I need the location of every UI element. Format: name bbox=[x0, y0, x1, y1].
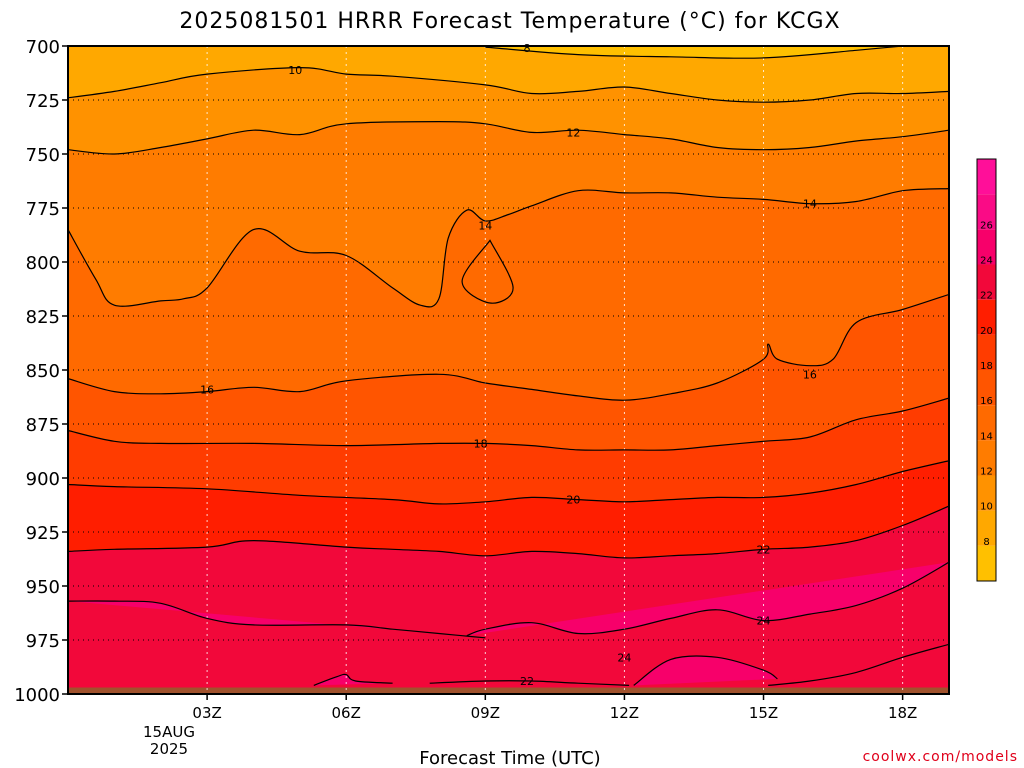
isotherm-8-0 bbox=[485, 46, 903, 59]
colorbar-frame bbox=[976, 158, 997, 582]
isotherm-20-7 bbox=[68, 460, 949, 505]
colorbar-label-20: 20 bbox=[980, 326, 993, 337]
isotherm-22-8 bbox=[68, 505, 949, 559]
band-fill-14-4 bbox=[462, 240, 514, 304]
colorbar-swatch-6 bbox=[977, 545, 996, 581]
y-tick-label-975: 975 bbox=[26, 631, 60, 652]
isotherm-10-1 bbox=[68, 66, 949, 103]
chart-title: 2025081501 HRRR Forecast Temperature (°C… bbox=[179, 9, 840, 34]
isotherm-label-4: 14 bbox=[803, 198, 817, 211]
colorbar-swatch-26 bbox=[977, 194, 996, 230]
x-tick-label-09Z: 09Z bbox=[471, 704, 500, 722]
y-tick-label-950: 950 bbox=[26, 577, 60, 598]
colorbar-swatch-22 bbox=[977, 264, 996, 300]
isotherm-24-14 bbox=[313, 673, 393, 686]
date-label-line-2: 2025 bbox=[150, 740, 188, 758]
colorbar-label-8: 8 bbox=[983, 537, 989, 548]
isotherm-label-2: 12 bbox=[566, 126, 580, 139]
band-fill-24-9 bbox=[68, 600, 486, 638]
isotherm-label-8: 20 bbox=[566, 494, 580, 507]
colorbar-swatch-14 bbox=[977, 405, 996, 441]
isotherm-18-6 bbox=[68, 397, 949, 451]
isotherm-24-10 bbox=[466, 561, 949, 637]
y-tick-label-800: 800 bbox=[26, 253, 60, 274]
colorbar-label-22: 22 bbox=[980, 291, 993, 302]
isotherm-14-3 bbox=[68, 188, 949, 308]
x-axis: 03Z 06Z 09Z 12Z 15Z 18Z bbox=[192, 694, 917, 722]
y-tick-label-750: 750 bbox=[26, 145, 60, 166]
band-fill-24-10 bbox=[466, 562, 949, 636]
date-label-line-1: 15AUG bbox=[143, 723, 195, 741]
isotherm-label-0: 8 bbox=[524, 42, 531, 55]
isotherm-label-6: 16 bbox=[803, 368, 817, 381]
x-axis-label: Forecast Time (UTC) bbox=[419, 748, 600, 768]
isotherm-22-12 bbox=[768, 643, 949, 686]
colorbar-label-12: 12 bbox=[980, 467, 993, 478]
colorbar-label-14: 14 bbox=[980, 431, 993, 442]
x-tick-label-12Z: 12Z bbox=[610, 704, 639, 722]
colorbar-label-24: 24 bbox=[980, 256, 993, 267]
band-fill-22-13 bbox=[429, 680, 630, 686]
colorbar-swatch-20 bbox=[977, 299, 996, 335]
grid-layer bbox=[68, 46, 949, 694]
y-tick-label-925: 925 bbox=[26, 523, 60, 544]
y-tick-label-725: 725 bbox=[26, 91, 60, 112]
colorbar-label-26: 26 bbox=[980, 220, 993, 231]
credit-text: coolwx.com/models bbox=[863, 749, 1018, 765]
isotherm-label-5: 16 bbox=[200, 383, 214, 396]
y-axis: 700 725 750 775 800 825 850 875 900 925 950 975 1000 bbox=[14, 37, 68, 706]
isotherm-24-9 bbox=[68, 600, 486, 639]
colorbar: 8 10 12 14 16 18 20 22 24 26 bbox=[976, 158, 997, 582]
y-tick-label-900: 900 bbox=[26, 469, 60, 490]
colorbar-swatch-18 bbox=[977, 334, 996, 370]
colorbar-swatch-28 bbox=[977, 159, 996, 195]
isotherm-label-3: 14 bbox=[478, 219, 492, 232]
y-tick-label-825: 825 bbox=[26, 307, 60, 328]
ground-layer bbox=[68, 687, 949, 694]
isotherm-label-12: 22 bbox=[520, 675, 534, 688]
isotherm-12-2 bbox=[68, 120, 949, 155]
y-tick-label-700: 700 bbox=[26, 37, 60, 58]
isotherm-label-7: 18 bbox=[474, 437, 488, 450]
isotherm-label-11: 24 bbox=[617, 651, 631, 664]
isotherm-label-1: 10 bbox=[288, 64, 302, 77]
colorbar-swatch-8 bbox=[977, 510, 996, 546]
y-tick-label-875: 875 bbox=[26, 415, 60, 436]
ground-surface bbox=[68, 687, 949, 694]
colorbar-label-10: 10 bbox=[980, 502, 993, 513]
isotherm-label-9: 22 bbox=[757, 543, 771, 556]
band-fill-22-12 bbox=[768, 644, 949, 686]
colorbar-label-16: 16 bbox=[980, 396, 993, 407]
colorbar-swatch-24 bbox=[977, 229, 996, 265]
x-tick-label-18Z: 18Z bbox=[888, 704, 917, 722]
x-tick-label-03Z: 03Z bbox=[192, 704, 221, 722]
x-tick-label-15Z: 15Z bbox=[749, 704, 778, 722]
y-tick-label-775: 775 bbox=[26, 199, 60, 220]
isotherm-22-13 bbox=[429, 680, 630, 686]
temperature-fill-layer bbox=[68, 46, 949, 694]
isotherm-24-11 bbox=[633, 655, 778, 686]
isotherm-16-5 bbox=[68, 293, 949, 401]
colorbar-swatch-12 bbox=[977, 440, 996, 476]
colorbar-label-18: 18 bbox=[980, 361, 993, 372]
isotherm-labels: 8 10 12 14 14 16 16 18 20 22 24 24 22 bbox=[200, 42, 817, 688]
y-tick-label-850: 850 bbox=[26, 361, 60, 382]
isotherm-lines bbox=[68, 46, 949, 686]
y-tick-label-1000: 1000 bbox=[14, 685, 60, 706]
colorbar-swatch-16 bbox=[977, 370, 996, 406]
x-tick-label-06Z: 06Z bbox=[332, 704, 361, 722]
isotherm-14-4 bbox=[461, 239, 514, 304]
isotherm-label-10: 24 bbox=[757, 615, 771, 628]
colorbar-swatch-10 bbox=[977, 475, 996, 511]
